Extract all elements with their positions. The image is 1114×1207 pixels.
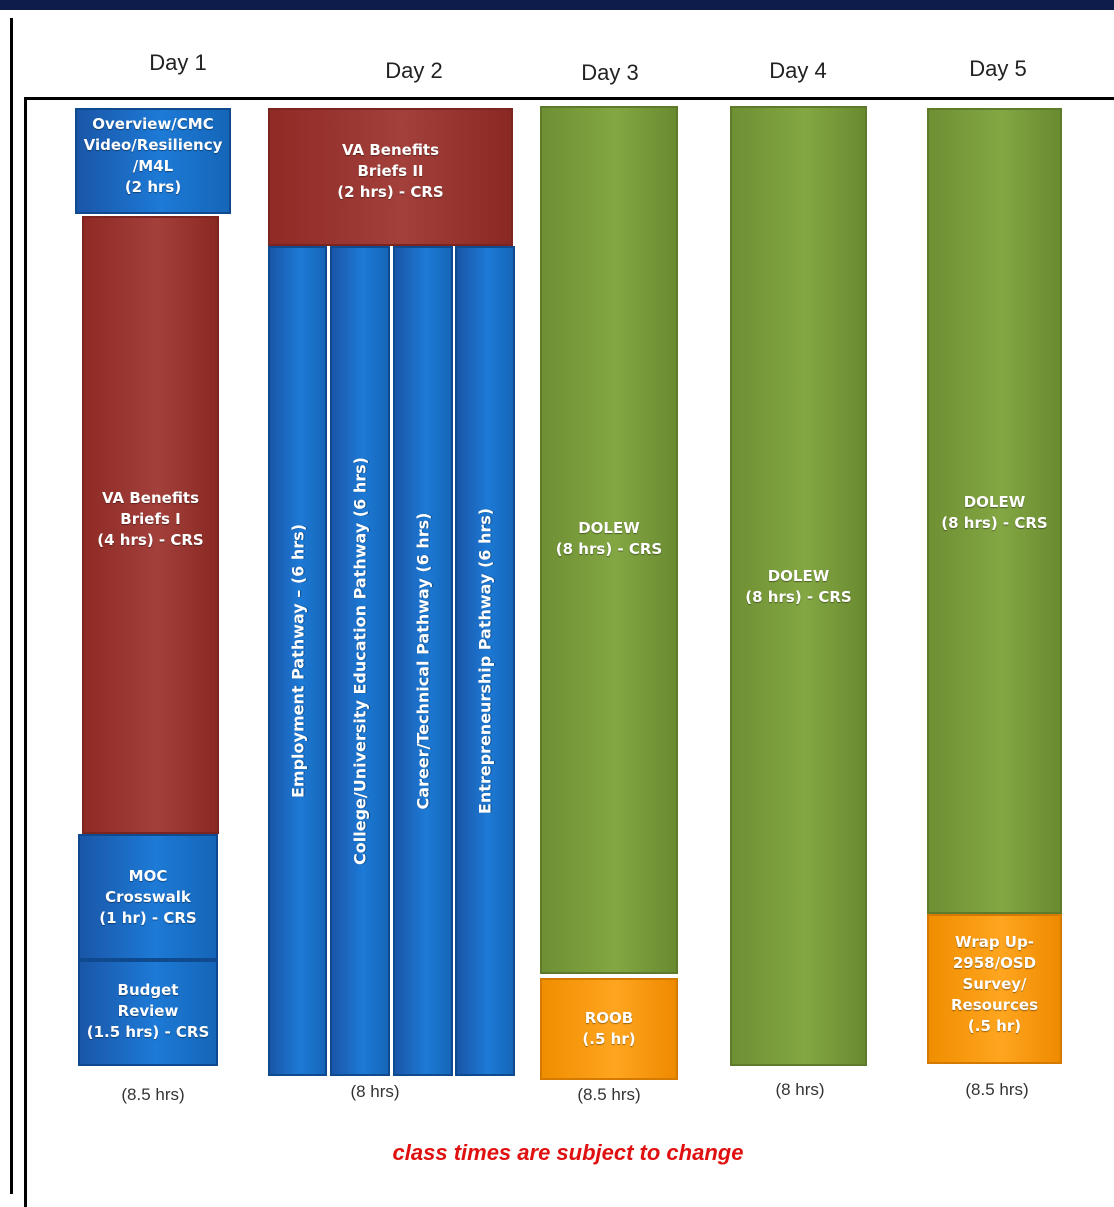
day3-total: (8.5 hrs) <box>577 1085 641 1104</box>
day5-wrapup-block: Wrap Up- 2958/OSD Survey/ Resources (.5 … <box>927 914 1062 1064</box>
block-line: Review <box>117 1002 179 1020</box>
block-line: Crosswalk <box>105 888 191 906</box>
day-5-label: Day 5 <box>969 56 1027 81</box>
entrepreneurship-pathway-label: Entrepreneurship Pathway (6 hrs) <box>475 507 495 815</box>
day5-dolew-block: DOLEW (8 hrs) - CRS <box>927 108 1062 914</box>
block-line: DOLEW <box>767 567 830 585</box>
day1-overview-block: Overview/CMC Video/Resiliency /M4L (2 hr… <box>75 108 231 214</box>
block-line: Budget <box>117 981 179 999</box>
block-line: (8 hrs) - CRS <box>941 514 1048 532</box>
block-line: Briefs II <box>357 162 424 180</box>
block-line: (2 hrs) <box>124 178 182 196</box>
career-pathway-label: Career/Technical Pathway (6 hrs) <box>413 512 433 810</box>
block-line: VA Benefits <box>101 489 200 507</box>
block-line: /M4L <box>132 157 174 175</box>
block-line: 2958/OSD <box>952 954 1037 972</box>
day4-dolew-block: DOLEW (8 hrs) - CRS <box>730 106 867 1066</box>
day1-va-benefits-block: VA Benefits Briefs I (4 hrs) - CRS <box>82 216 219 834</box>
day-2-label: Day 2 <box>385 58 443 83</box>
college-pathway-block: College/University Education Pathway (6 … <box>330 246 390 1076</box>
block-line: Briefs I <box>120 510 181 528</box>
block-line: (2 hrs) - CRS <box>337 183 444 201</box>
day1-budget-block: Budget Review (1.5 hrs) - CRS <box>78 960 218 1066</box>
block-line: (.5 hr) <box>582 1030 636 1048</box>
block-line: Survey/ <box>962 975 1027 993</box>
block-line: Resources <box>950 996 1039 1014</box>
block-line: (.5 hr) <box>967 1017 1022 1035</box>
block-line: (1 hr) - CRS <box>99 909 197 927</box>
day-4-label: Day 4 <box>769 58 827 83</box>
employment-pathway-block: Employment Pathway – (6 hrs) <box>268 246 327 1076</box>
day3-dolew-block: DOLEW (8 hrs) - CRS <box>540 106 678 974</box>
day2-va-benefits-block: VA Benefits Briefs II (2 hrs) - CRS <box>268 108 513 246</box>
block-line: Video/Resiliency <box>83 136 223 154</box>
day-3-label: Day 3 <box>581 60 639 85</box>
block-line: DOLEW <box>578 519 640 537</box>
day2-total: (8 hrs) <box>350 1082 400 1101</box>
top-bar <box>0 0 1114 10</box>
outer-left-border <box>10 18 13 1194</box>
entrepreneurship-pathway-block: Entrepreneurship Pathway (6 hrs) <box>455 246 515 1076</box>
day5-total: (8.5 hrs) <box>965 1080 1029 1099</box>
day1-total: (8.5 hrs) <box>121 1085 185 1104</box>
block-line: (8 hrs) - CRS <box>745 588 852 606</box>
block-line: (4 hrs) - CRS <box>97 531 204 549</box>
college-pathway-label: College/University Education Pathway (6 … <box>350 457 370 865</box>
block-line: (1.5 hrs) - CRS <box>86 1023 210 1041</box>
day-1-label: Day 1 <box>149 50 207 75</box>
block-line: DOLEW <box>963 493 1026 511</box>
block-line: ROOB <box>584 1009 634 1027</box>
block-line: MOC <box>128 867 168 885</box>
career-pathway-block: Career/Technical Pathway (6 hrs) <box>393 246 453 1076</box>
day4-total: (8 hrs) <box>775 1080 825 1099</box>
block-line: (8 hrs) - CRS <box>555 540 663 558</box>
block-line: Overview/CMC <box>92 115 214 133</box>
day3-roob-block: ROOB (.5 hr) <box>540 978 678 1080</box>
schedule-note: class times are subject to change <box>392 1140 744 1165</box>
block-line: VA Benefits <box>341 141 440 159</box>
employment-pathway-label: Employment Pathway – (6 hrs) <box>288 523 307 799</box>
schedule-frame <box>24 97 1114 1207</box>
day1-moc-block: MOC Crosswalk (1 hr) - CRS <box>78 834 218 960</box>
block-line: Wrap Up- <box>955 933 1034 951</box>
